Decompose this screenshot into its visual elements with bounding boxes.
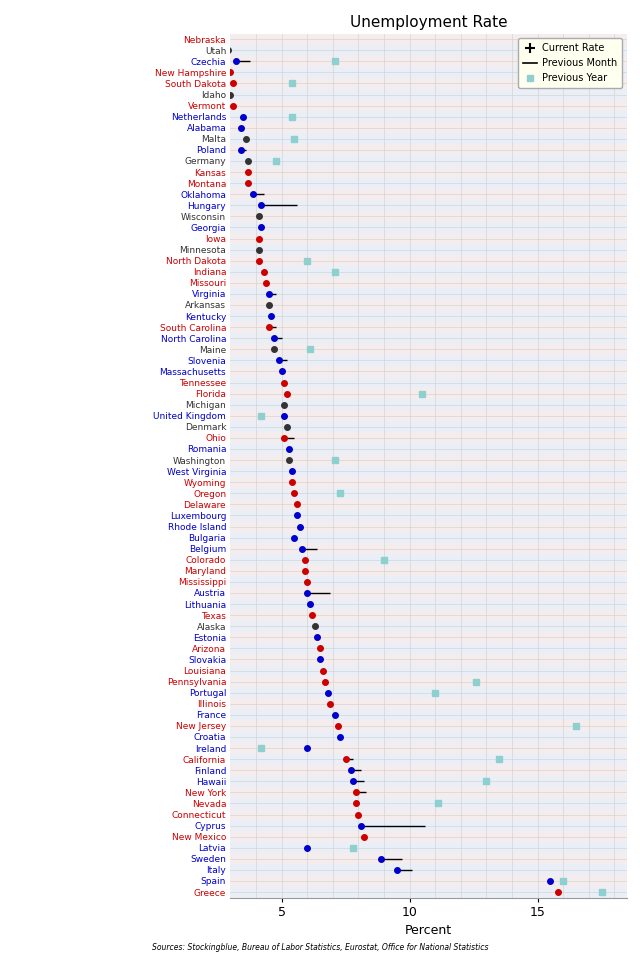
Bar [230, 886, 627, 898]
Bar [230, 687, 627, 698]
Bar [230, 156, 627, 166]
Bar [230, 255, 627, 266]
Bar [230, 355, 627, 366]
Bar [230, 211, 627, 222]
Bar [230, 410, 627, 421]
Bar [230, 266, 627, 277]
Bar [230, 222, 627, 233]
Bar [230, 300, 627, 310]
Title: Unemployment Rate: Unemployment Rate [350, 14, 508, 30]
Bar [230, 399, 627, 410]
Bar [230, 632, 627, 643]
Bar [230, 543, 627, 554]
Bar [230, 189, 627, 200]
Bar [230, 322, 627, 333]
Bar [230, 366, 627, 377]
Bar [230, 178, 627, 189]
Bar [230, 166, 627, 178]
Bar [230, 421, 627, 432]
Legend: Current Rate, Previous Month, Previous Year: Current Rate, Previous Month, Previous Y… [518, 38, 622, 88]
Bar [230, 610, 627, 621]
Bar [230, 144, 627, 156]
Bar [230, 333, 627, 344]
Bar [230, 122, 627, 133]
Bar [230, 34, 627, 45]
Bar [230, 864, 627, 876]
Bar [230, 554, 627, 565]
Bar [230, 621, 627, 632]
Bar [230, 809, 627, 820]
Bar [230, 277, 627, 288]
Bar [230, 454, 627, 466]
Bar [230, 576, 627, 588]
Bar [230, 588, 627, 598]
Bar [230, 820, 627, 831]
Bar [230, 765, 627, 776]
Bar [230, 598, 627, 610]
Bar [230, 654, 627, 665]
Bar [230, 111, 627, 122]
Bar [230, 200, 627, 211]
Bar [230, 665, 627, 676]
Bar [230, 78, 627, 89]
Text: Sources: Stockingblue, Bureau of Labor Statistics, Eurostat, Office for National: Sources: Stockingblue, Bureau of Labor S… [152, 944, 488, 952]
Bar [230, 565, 627, 576]
Bar [230, 89, 627, 100]
Bar [230, 698, 627, 709]
Bar [230, 643, 627, 654]
Bar [230, 288, 627, 300]
Bar [230, 787, 627, 798]
Bar [230, 477, 627, 488]
Bar [230, 244, 627, 255]
Bar [230, 45, 627, 56]
Bar [230, 499, 627, 510]
Bar [230, 100, 627, 111]
Bar [230, 133, 627, 144]
Bar [230, 853, 627, 864]
Bar [230, 344, 627, 355]
Bar [230, 444, 627, 454]
Bar [230, 67, 627, 78]
Bar [230, 798, 627, 809]
Bar [230, 521, 627, 532]
Bar [230, 754, 627, 765]
Bar [230, 676, 627, 687]
Bar [230, 56, 627, 67]
Bar [230, 709, 627, 720]
Bar [230, 388, 627, 399]
Bar [230, 432, 627, 444]
Bar [230, 732, 627, 742]
Bar [230, 876, 627, 886]
Bar [230, 831, 627, 842]
Bar [230, 488, 627, 499]
Bar [230, 510, 627, 521]
Bar [230, 233, 627, 244]
Bar [230, 466, 627, 477]
Bar [230, 720, 627, 732]
X-axis label: Percent: Percent [405, 924, 452, 938]
Bar [230, 776, 627, 787]
Bar [230, 532, 627, 543]
Bar [230, 742, 627, 754]
Bar [230, 377, 627, 388]
Bar [230, 310, 627, 322]
Bar [230, 842, 627, 853]
